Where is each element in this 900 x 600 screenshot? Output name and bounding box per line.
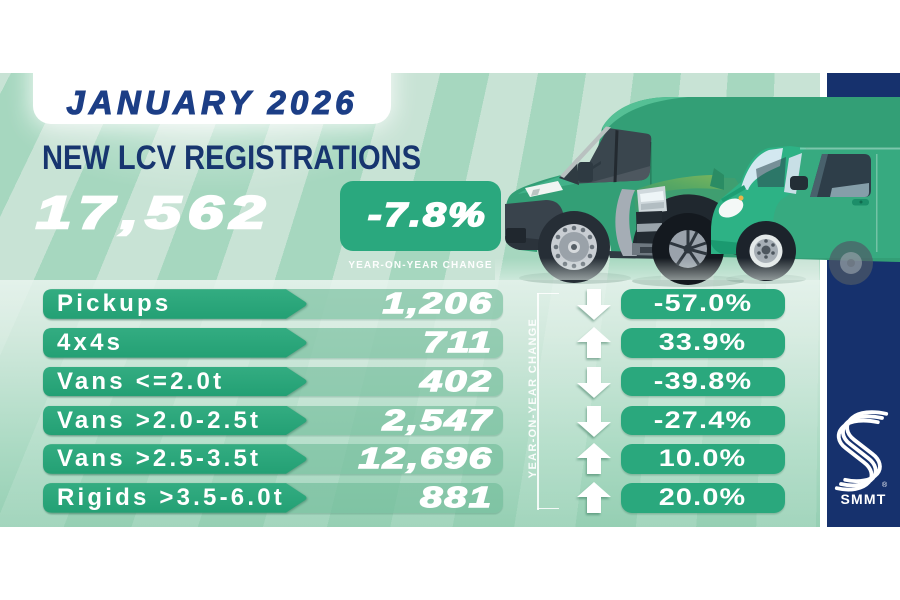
svg-text:®: ® [882, 481, 888, 489]
